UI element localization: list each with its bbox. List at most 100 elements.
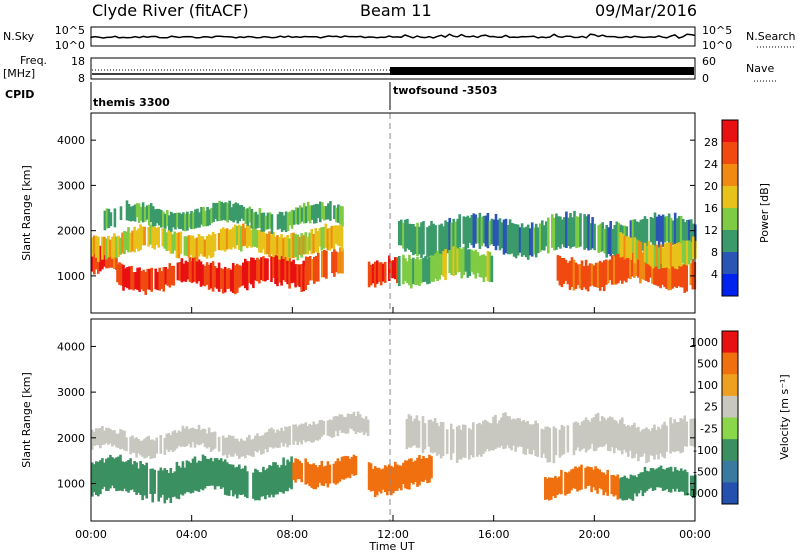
heatmap-cell bbox=[229, 435, 233, 457]
heatmap-cell bbox=[414, 259, 417, 285]
heatmap-cell bbox=[464, 217, 468, 250]
nave-trace-late bbox=[390, 67, 694, 75]
heatmap-cell bbox=[404, 460, 407, 489]
heatmap-cell bbox=[313, 256, 316, 284]
heatmap-cell bbox=[405, 419, 409, 450]
heatmap-cell bbox=[651, 218, 655, 248]
colorbar-swatch bbox=[722, 274, 738, 297]
heatmap-cell bbox=[557, 216, 560, 248]
heatmap-cell bbox=[306, 425, 309, 442]
heatmap-cell bbox=[657, 255, 660, 287]
heatmap-cell bbox=[593, 223, 596, 251]
heatmap-cell bbox=[577, 216, 580, 248]
heatmap-cell bbox=[675, 469, 679, 489]
heatmap-cell bbox=[667, 242, 671, 269]
heatmap-cell bbox=[418, 259, 421, 286]
heatmap-cell bbox=[335, 207, 338, 223]
heatmap-cell bbox=[598, 260, 602, 291]
heatmap-cell bbox=[691, 418, 695, 447]
heatmap-cell bbox=[466, 215, 470, 249]
heatmap-cell bbox=[623, 424, 626, 450]
heatmap-cell bbox=[206, 207, 209, 227]
heatmap-cell bbox=[272, 255, 275, 278]
heatmap-cell bbox=[117, 433, 120, 448]
heatmap-cell bbox=[522, 227, 526, 256]
heatmap-cell bbox=[228, 200, 231, 220]
heatmap-cell bbox=[312, 421, 316, 443]
heatmap-cell bbox=[262, 229, 265, 250]
heatmap-cell bbox=[602, 260, 606, 292]
heatmap-cell bbox=[205, 458, 209, 486]
heatmap-cell bbox=[679, 468, 683, 492]
heatmap-cell bbox=[165, 232, 169, 251]
nave-tick-bottom: 0 bbox=[702, 72, 709, 85]
heatmap-cell bbox=[550, 477, 553, 500]
heatmap-cell bbox=[124, 268, 127, 287]
nsky-label: N.Sky bbox=[3, 30, 35, 43]
heatmap-cell bbox=[476, 252, 480, 274]
heatmap-cell bbox=[203, 429, 207, 448]
heatmap-cell bbox=[233, 224, 237, 249]
colorbar-label: -100 bbox=[693, 444, 718, 457]
heatmap-cell bbox=[308, 423, 311, 442]
heatmap-cell bbox=[183, 467, 187, 494]
heatmap-cell bbox=[221, 461, 225, 488]
heatmap-cell bbox=[334, 461, 338, 485]
heatmap-cell bbox=[486, 212, 490, 249]
heatmap-cell bbox=[342, 416, 346, 433]
heatmap-cell bbox=[588, 466, 591, 486]
heatmap-cell bbox=[256, 469, 259, 501]
heatmap-cell bbox=[629, 237, 633, 260]
heatmap-cell bbox=[692, 223, 695, 248]
heatmap-cell bbox=[466, 249, 470, 278]
heatmap-cell bbox=[211, 432, 215, 450]
colorbar-label: -500 bbox=[693, 466, 718, 479]
heatmap-cell bbox=[161, 228, 165, 247]
heatmap-cell bbox=[667, 467, 671, 493]
heatmap-cell bbox=[633, 219, 637, 256]
heatmap-cell bbox=[210, 207, 213, 224]
heatmap-cell bbox=[173, 430, 177, 451]
heatmap-cell bbox=[254, 259, 257, 281]
heatmap-cell bbox=[191, 256, 195, 282]
heatmap-cell bbox=[199, 430, 203, 445]
heatmap-cell bbox=[446, 222, 449, 254]
heatmap-cell bbox=[128, 266, 131, 290]
heatmap-cell bbox=[653, 424, 656, 460]
colorbar-label: -25 bbox=[700, 422, 718, 435]
freq-tick-top: 18 bbox=[71, 55, 85, 68]
heatmap-cell bbox=[248, 434, 251, 456]
heatmap-cell bbox=[250, 209, 254, 229]
heatmap-cell bbox=[564, 471, 567, 496]
heatmap-cell bbox=[229, 229, 233, 250]
heatmap-cell bbox=[336, 458, 340, 484]
heatmap-cell bbox=[681, 264, 684, 288]
heatmap-cell bbox=[270, 427, 273, 448]
heatmap-cell bbox=[209, 457, 213, 486]
heatmap-cell bbox=[294, 233, 297, 257]
heatmap-cell bbox=[560, 425, 564, 456]
heatmap-cell bbox=[565, 211, 568, 248]
heatmap-cell bbox=[97, 250, 100, 274]
heatmap-cell bbox=[637, 426, 640, 462]
heatmap-cell bbox=[631, 252, 634, 277]
heatmap-cell bbox=[671, 246, 675, 267]
heatmap-cell bbox=[316, 423, 320, 441]
heatmap-cell bbox=[225, 268, 229, 290]
heatmap-cell bbox=[496, 423, 499, 448]
heatmap-cell bbox=[594, 414, 598, 451]
heatmap-cell bbox=[576, 422, 580, 448]
heatmap-cell bbox=[157, 208, 161, 226]
heatmap-cell bbox=[408, 254, 411, 286]
heatmap-cell bbox=[276, 464, 279, 495]
heatmap-cell bbox=[663, 216, 667, 243]
heatmap-cell bbox=[205, 433, 209, 449]
heatmap-cell bbox=[576, 264, 580, 286]
heatmap-cell bbox=[268, 428, 271, 448]
heatmap-cell bbox=[254, 211, 258, 229]
heatmap-cell bbox=[645, 246, 649, 264]
heatmap-cell bbox=[318, 228, 322, 247]
heatmap-cell bbox=[252, 438, 255, 457]
heatmap-cell bbox=[561, 219, 564, 245]
heatmap-cell bbox=[155, 227, 158, 245]
